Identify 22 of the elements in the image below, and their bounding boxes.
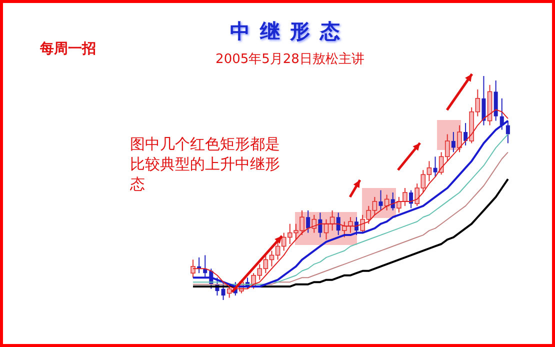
candlestick [433,156,438,178]
candlestick [336,212,340,236]
candlestick [342,221,347,238]
chart-title: 中继形态 [229,18,351,45]
candlestick [506,120,510,144]
candlestick [378,190,383,211]
candlestick [318,212,322,238]
candlestick [402,188,408,206]
candlestick [306,210,310,234]
candlestick [221,282,226,300]
candlestick [396,196,402,214]
candlestick [354,216,359,236]
annotation: 图中几个红色矩形都是比较典型的上升中继形态 [130,134,281,194]
chart-subtitle: 2005年5月28日敖松主讲 [214,51,366,68]
candlestick [348,216,353,234]
candlestick [312,214,317,234]
candlestick [464,122,468,146]
candlestick [190,259,196,278]
candlestick [457,124,462,153]
candlestick [482,76,486,126]
candlestick [451,132,456,153]
text: 每周一招 [40,40,96,58]
